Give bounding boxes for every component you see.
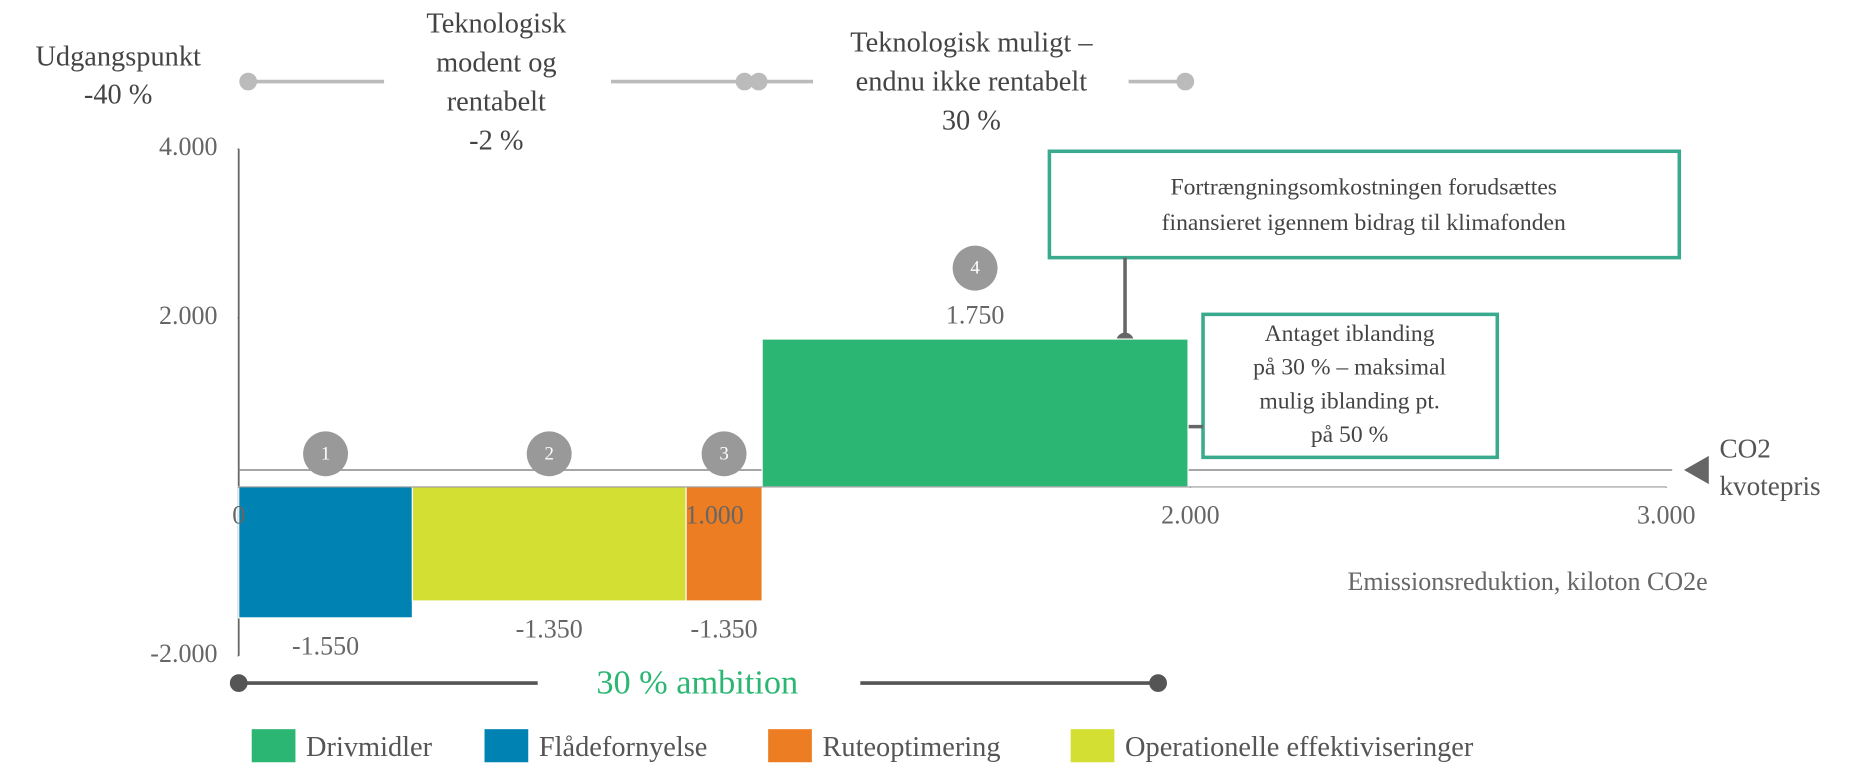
phase-connectors	[239, 72, 1195, 91]
phase-label: modent og	[436, 48, 557, 79]
value-label: -1.350	[516, 615, 583, 644]
badge	[701, 431, 747, 477]
legend-swatch	[768, 729, 812, 763]
legend-label: Flådefornyelse	[539, 732, 708, 763]
annotation-text: på 50 %	[1311, 422, 1388, 448]
legend-label: Operationelle effektiviseringer	[1125, 732, 1474, 763]
phase-label: endnu ikke rentabelt	[856, 66, 1088, 97]
legend-swatch	[251, 729, 296, 763]
legend-swatch	[484, 729, 529, 763]
phase-label: -2 %	[469, 126, 523, 157]
legend-swatch	[1070, 729, 1115, 763]
phase-label: rentabelt	[447, 87, 546, 118]
annotation-text: Antaget iblanding	[1265, 321, 1435, 347]
y-tick-label: 2.000	[159, 301, 217, 330]
ambition-bracket	[229, 674, 1167, 692]
reference-label: kvotepris	[1719, 471, 1820, 501]
badge-label: 2	[544, 443, 553, 464]
x-axis-label: Emissionsreduktion, kiloton CO2e	[1347, 567, 1707, 596]
phase-label: Udgangspunkt	[35, 42, 201, 73]
phase-label: Teknologisk muligt –	[850, 27, 1093, 58]
value-label: -1.550	[292, 632, 359, 661]
badge-label: 4	[970, 258, 980, 279]
x-tick-label: 3.000	[1637, 501, 1695, 530]
badge	[303, 431, 349, 477]
bar	[685, 486, 763, 602]
reference-label: CO2	[1719, 433, 1770, 463]
value-label: 1.750	[946, 301, 1004, 330]
annotation-text: finansieret igennem bidrag til klimafond…	[1162, 210, 1566, 236]
badge	[952, 245, 998, 291]
badge-label: 1	[321, 443, 330, 464]
y-tick-label: -2.000	[150, 639, 217, 668]
x-tick-label: 1.000	[685, 501, 743, 530]
reference-arrow	[1684, 455, 1709, 485]
bar	[411, 486, 687, 602]
legend-label: Ruteoptimering	[823, 732, 1001, 763]
ambition-label: 30 % ambition	[596, 663, 798, 701]
annotation-box	[1201, 312, 1500, 460]
legend-label: Drivmidler	[306, 732, 433, 763]
annotation-text: mulig iblanding pt.	[1259, 388, 1439, 414]
annotation-text: Fortrængningsomkostningen forudsættes	[1170, 175, 1557, 201]
x-tick-label: 2.000	[1161, 501, 1219, 530]
phase-label: -40 %	[84, 79, 153, 110]
value-label: -1.350	[691, 615, 758, 644]
bar	[761, 338, 1189, 488]
badge-label: 3	[719, 443, 728, 464]
bar	[238, 486, 413, 619]
phase-label: Teknologisk	[426, 9, 567, 40]
annotation-box	[1047, 149, 1682, 260]
y-tick-label: 4.000	[159, 132, 217, 161]
x-tick-label: 0	[232, 501, 245, 530]
annotation-text: på 30 % – maksimal	[1253, 355, 1446, 381]
phase-label: 30 %	[942, 105, 1001, 136]
badge	[526, 431, 572, 477]
